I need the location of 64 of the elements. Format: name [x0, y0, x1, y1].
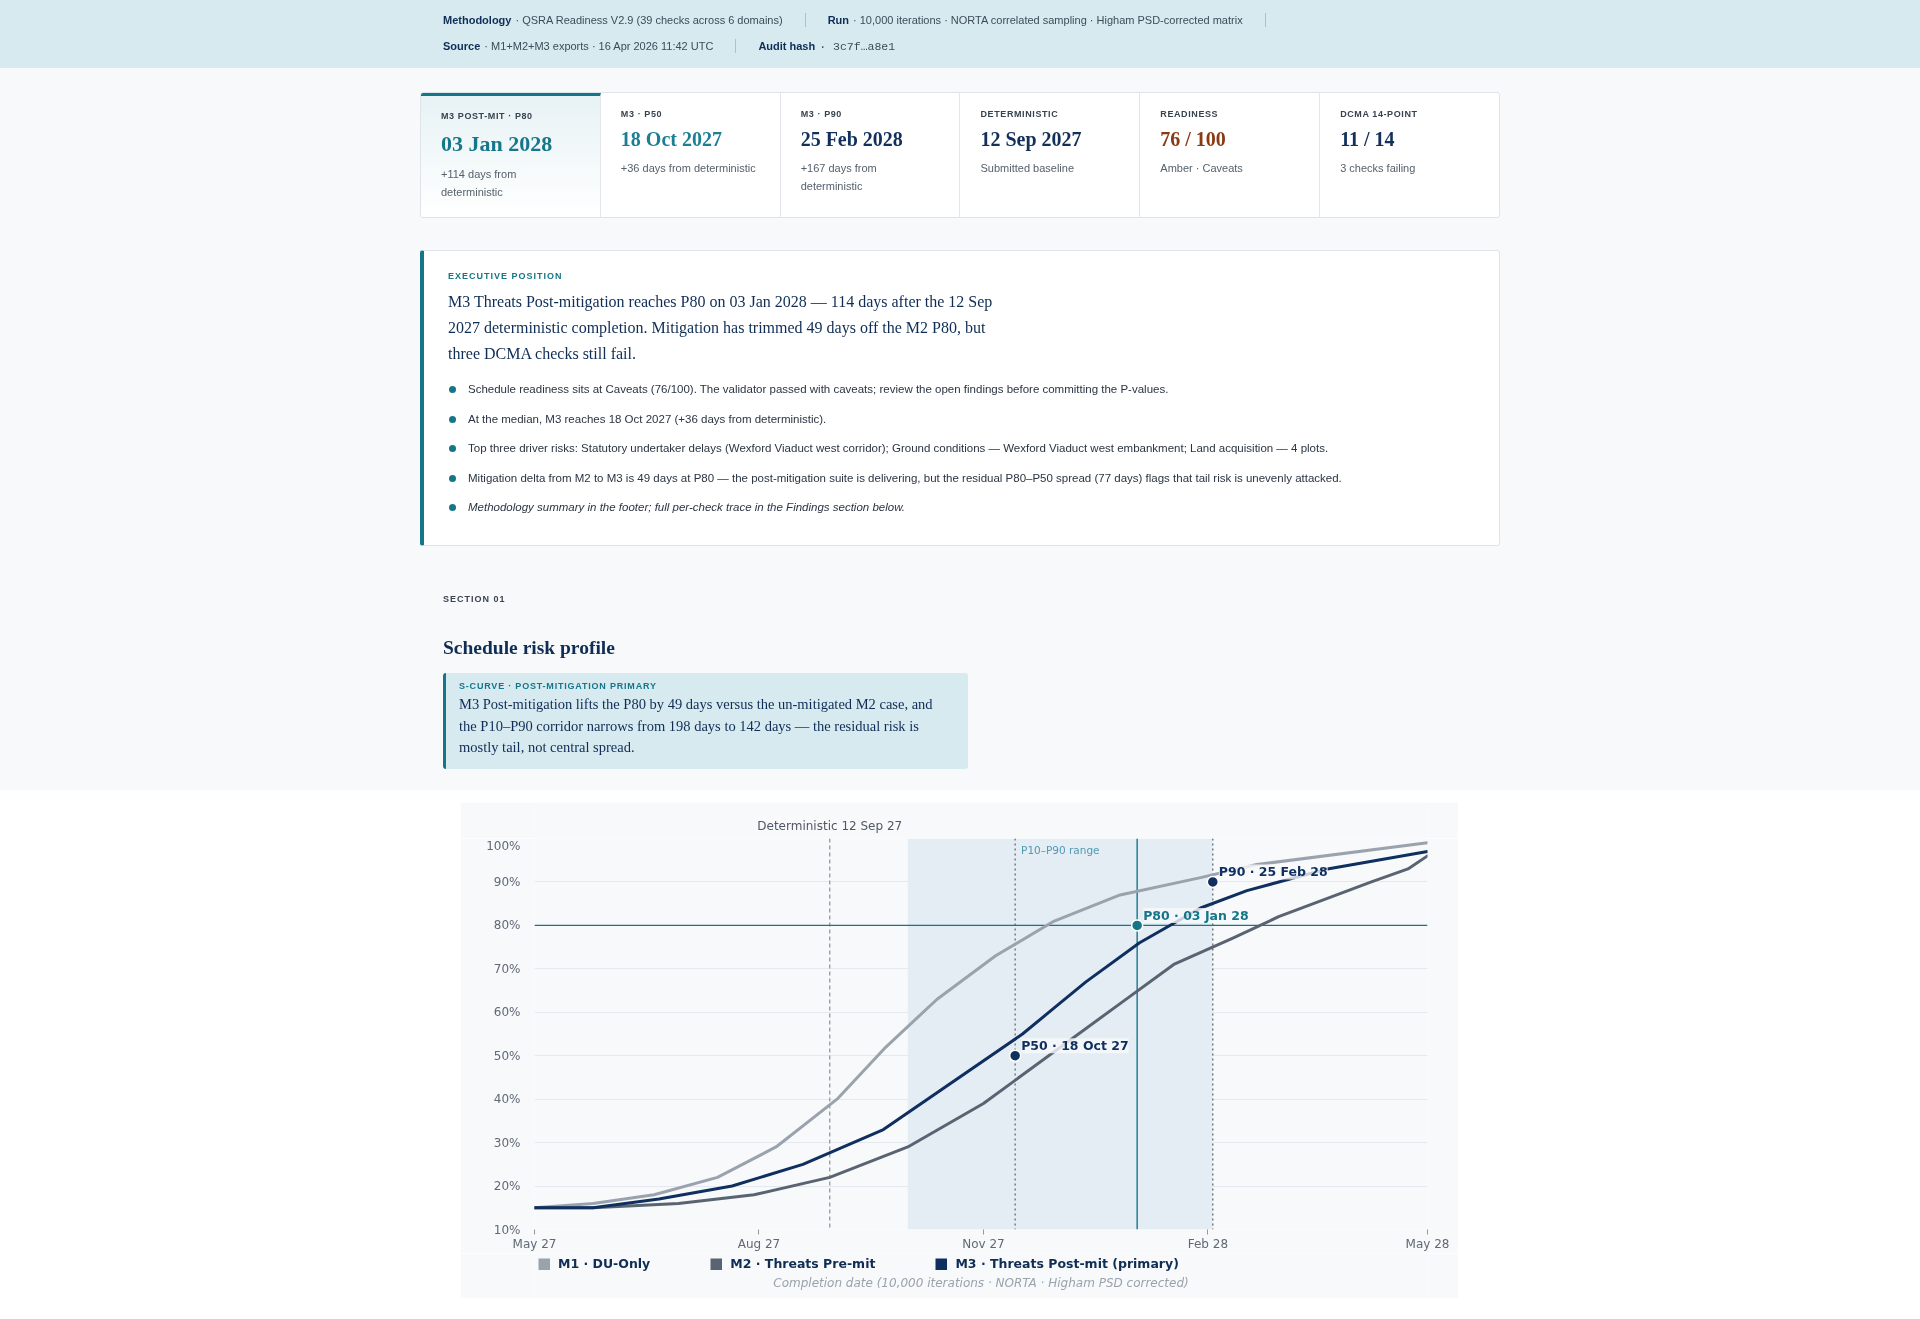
chart-subtitle: M3 Post-mitigation lifts the P80 by 49 days versus the un-mitigated M2 case, and the P10–P90 corridor narrows from 198 days to 142 days — the residual risk is mostly tail, not central spread. — [459, 695, 934, 757]
annotation: P90 · 25 Feb 28 — [1218, 864, 1328, 880]
text: 76 / 100 — [1160, 127, 1227, 152]
text: 11 / 14 — [1340, 127, 1396, 152]
text: Amber · Caveats — [1160, 161, 1244, 176]
text: M3 · P50 — [620, 108, 664, 120]
text: M3 Threats Post-mitigation reaches P80 on 03 Jan 2028 — 114 days after the 12 Sep 2027 deterministic completion. Mitigation has trimmed 49 days off the M2 P80, but three DCMA checks still fail. — [448, 292, 994, 364]
y-tick-label: 20% — [493, 1179, 521, 1194]
text: M3 POST-MIT · P80 — [441, 110, 534, 122]
text: DCMA 14-POINT — [1340, 108, 1419, 120]
text: 25 Feb 2028 — [800, 127, 904, 152]
y-tick-label: 40% — [493, 1092, 521, 1107]
chart-title: Schedule risk profile — [443, 636, 615, 660]
text: 18 Oct 2027 — [620, 127, 723, 152]
y-tick-label: 70% — [493, 961, 521, 976]
text: Submitted baseline — [980, 161, 1076, 176]
text: · 10,000 iterations · NORTA correlated sampling · Higham PSD-corrected matrix — [853, 14, 1243, 26]
y-tick-label: 80% — [493, 918, 521, 933]
text: Source — [443, 40, 481, 52]
text: DETERMINISTIC — [980, 108, 1060, 120]
text: S-CURVE · POST-MITIGATION PRIMARY — [459, 680, 658, 692]
text: READINESS — [1160, 108, 1220, 120]
x-tick-label: May 28 — [1405, 1236, 1450, 1251]
text: Run — [827, 14, 850, 26]
legend-label: M3 · Threats Post-mit (primary) — [955, 1256, 1179, 1271]
text: EXECUTIVE POSITION — [448, 270, 564, 282]
y-tick-label: 10% — [493, 1222, 521, 1237]
text: SECTION 01 — [443, 593, 506, 605]
text: Mitigation delta from M2 to M3 is 49 days at P80 — the post-mitigation suite is delivering, but the residual P80–P50 spread (77 days) flags that tail risk is unevenly attacked. — [468, 470, 1342, 486]
text: At the median, M3 reaches 18 Oct 2027 (+36 days from deterministic). — [468, 411, 827, 427]
band-label: P10–P90 range — [1021, 843, 1100, 856]
ref-line-label: Deterministic 12 Sep 27 — [757, 818, 903, 833]
annotation: P50 · 18 Oct 27 — [1021, 1038, 1129, 1054]
y-tick-label: 90% — [493, 874, 521, 889]
text: 12 Sep 2027 — [980, 127, 1083, 152]
y-tick-label: 100% — [486, 838, 521, 853]
text: Top three driver risks: Statutory undertaker delays (Wexford Viaduct west corridor); Ground conditions — Wexford Viaduct west embankment; Land acquisition — 4 plots. — [468, 441, 1329, 456]
text: 03 Jan 2028 — [441, 130, 554, 158]
text: · QSRA Readiness V2.9 (39 checks across 6 domains) — [515, 14, 783, 26]
point — [1130, 919, 1144, 932]
text: 3 checks failing — [1340, 161, 1417, 176]
x-axis-title: Completion date (10,000 iterations · NORTA · Higham PSD corrected) — [773, 1275, 1189, 1290]
x-tick-label: May 27 — [512, 1236, 557, 1251]
text: · M1+M2+M3 exports · 16 Apr 2026 11:42 UTC — [484, 40, 714, 52]
y-tick-label: 60% — [493, 1005, 521, 1020]
x-tick-label: Feb 28 — [1187, 1236, 1229, 1251]
text: +114 days from deterministic — [441, 167, 518, 200]
text: +36 days from deterministic — [620, 161, 757, 176]
text: Methodology summary in the footer; full per-check trace in the Findings section below. — [468, 500, 906, 515]
y-tick-label: 50% — [493, 1048, 521, 1063]
x-tick-label: Nov 27 — [962, 1236, 1005, 1251]
legend-label: M2 · Threats Pre-mit — [730, 1256, 876, 1271]
text: Schedule readiness sits at Caveats (76/100). The validator passed with caveats; review the open findings before committing the P-values. — [468, 382, 1169, 397]
x-tick-label: Aug 27 — [737, 1236, 781, 1251]
text: Audit hash — [758, 40, 816, 52]
point — [1206, 875, 1220, 889]
annotation: P80 · 03 Jan 28 — [1143, 907, 1249, 923]
y-tick-label: 30% — [493, 1135, 521, 1150]
point — [1008, 1049, 1022, 1062]
text: · 3c7f…a8e1 — [819, 40, 896, 53]
legend-label: M1 · DU-Only — [558, 1256, 651, 1271]
text: +167 days from deterministic — [800, 161, 878, 194]
text: Methodology — [443, 14, 512, 26]
text: M3 · P90 — [800, 108, 843, 120]
